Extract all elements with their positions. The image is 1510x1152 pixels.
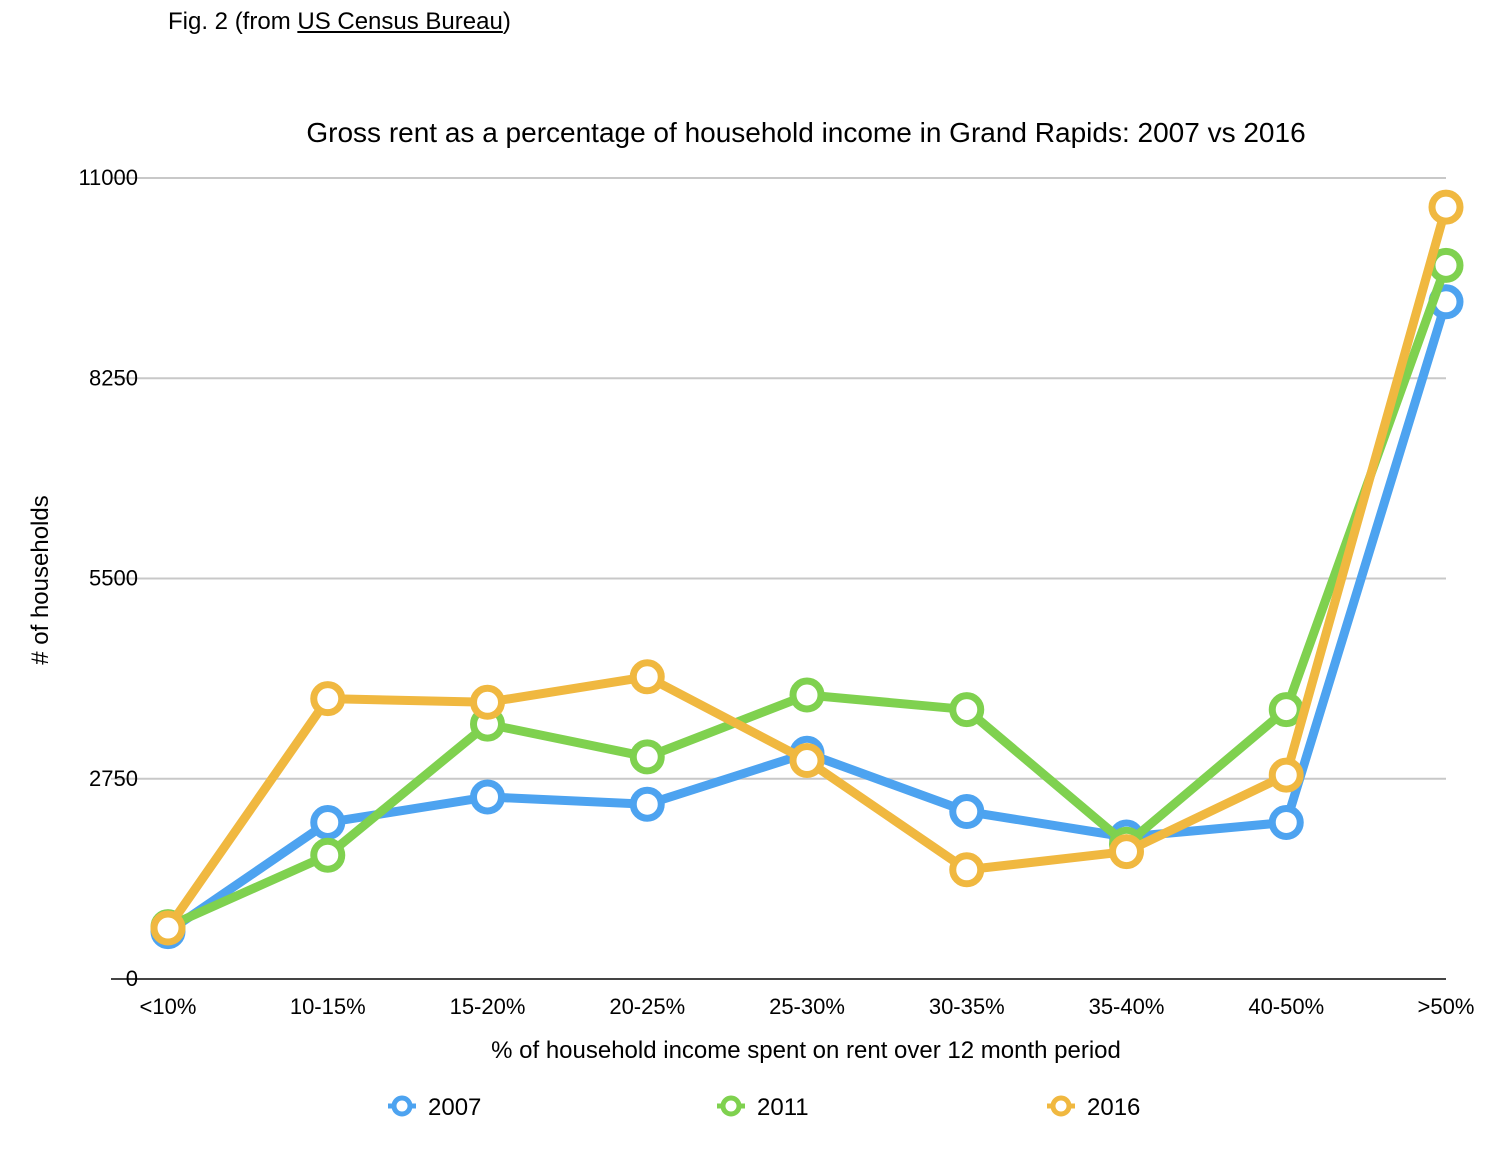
- gridlines: [111, 177, 1446, 980]
- series-2011: [150, 247, 1464, 945]
- data-point-2016: [1268, 757, 1304, 793]
- caption-prefix: Fig. 2 (from: [168, 8, 298, 35]
- data-point-2011: [310, 837, 346, 873]
- data-point-2016: [1109, 834, 1144, 870]
- series-layer: [150, 189, 1464, 950]
- legend-label: 2007: [428, 1094, 481, 1121]
- data-point-2016: [310, 681, 346, 717]
- x-tick-label: 20-25%: [609, 994, 685, 1019]
- y-tick-label: 5500: [89, 566, 138, 591]
- legend-item-2011: 2011: [717, 1094, 809, 1121]
- legend-label: 2011: [757, 1094, 809, 1121]
- data-point-2016: [949, 852, 985, 888]
- x-tick-label: 35-40%: [1089, 994, 1165, 1019]
- y-tick-label: 2750: [89, 766, 138, 791]
- chart-title: Gross rent as a percentage of household …: [306, 117, 1305, 148]
- y-tick-label: 0: [126, 966, 138, 991]
- data-point-2007: [310, 804, 346, 840]
- y-tick-label: 11000: [78, 165, 138, 190]
- y-tick-label: 8250: [89, 365, 138, 390]
- data-point-2011: [1268, 692, 1304, 728]
- legend-marker-icon: [391, 1095, 413, 1117]
- data-point-2016: [1428, 189, 1464, 225]
- x-tick-label: 25-30%: [769, 994, 845, 1019]
- data-point-2011: [629, 739, 665, 775]
- data-point-2016: [150, 910, 186, 946]
- series-2016: [150, 189, 1464, 946]
- y-axis-label: # of households: [27, 495, 54, 664]
- data-point-2007: [629, 786, 665, 822]
- x-axis-ticks: <10% 10-15% 15-20% 20-25% 25-30% 30-35% 35-40%…: [140, 994, 1475, 1019]
- series-2007: [150, 284, 1464, 950]
- legend: 2007 2011 2016: [388, 1094, 1140, 1121]
- legend-marker-icon: [720, 1095, 742, 1117]
- census-bureau-link[interactable]: US Census Bureau: [297, 8, 503, 35]
- figure-caption: Fig. 2 (from US Census Bureau): [168, 8, 511, 36]
- data-point-2007: [470, 779, 505, 815]
- data-point-2007: [1268, 804, 1304, 840]
- x-tick-label: 10-15%: [290, 994, 366, 1019]
- x-tick-label: 15-20%: [450, 994, 526, 1019]
- caption-suffix: ): [502, 8, 511, 35]
- x-tick-label: 30-35%: [929, 994, 1005, 1019]
- x-tick-label: >50%: [1418, 994, 1475, 1019]
- series-line-2007: [163, 297, 1451, 937]
- data-point-2011: [789, 677, 825, 713]
- data-point-2016: [470, 684, 505, 720]
- x-axis-label: % of household income spent on rent over…: [491, 1037, 1121, 1064]
- x-tick-label: 40-50%: [1248, 994, 1324, 1019]
- data-point-2011: [949, 692, 985, 728]
- data-point-2016: [629, 659, 665, 695]
- data-point-2007: [949, 794, 985, 830]
- x-tick-label: <10%: [140, 994, 197, 1019]
- y-axis-ticks: 0 2750 5500 8250 11000: [78, 165, 138, 991]
- legend-label: 2016: [1087, 1094, 1140, 1121]
- legend-marker-icon: [1050, 1095, 1072, 1117]
- legend-item-2016: 2016: [1047, 1094, 1140, 1121]
- data-point-2016: [789, 743, 825, 779]
- legend-item-2007: 2007: [388, 1094, 481, 1121]
